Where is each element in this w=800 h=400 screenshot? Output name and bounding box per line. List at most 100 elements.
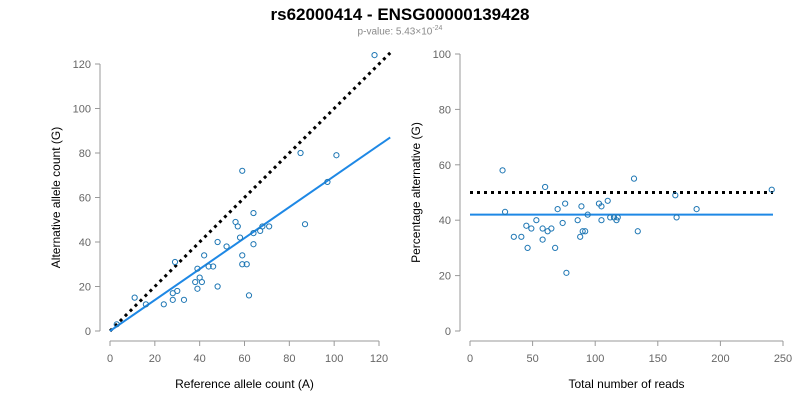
data-point xyxy=(371,52,378,59)
data-point xyxy=(554,206,561,213)
data-point xyxy=(607,214,614,221)
data-point xyxy=(582,228,589,235)
data-point xyxy=(223,243,230,250)
data-point xyxy=(239,261,246,268)
data-point xyxy=(539,225,546,232)
x-tick-label: 0 xyxy=(107,353,113,365)
x-tick-label: 40 xyxy=(194,353,206,365)
data-point xyxy=(548,225,555,232)
data-point xyxy=(245,292,253,299)
data-point xyxy=(205,263,212,270)
x-tick-label: 120 xyxy=(370,353,388,365)
data-point xyxy=(239,252,246,259)
data-point xyxy=(214,238,221,246)
x-tick-label: 100 xyxy=(586,353,604,365)
data-point xyxy=(214,283,221,290)
chart-panel-1: 0 20 40 60 80 100 120 0 20 40 60 80 100 120 Reference … xyxy=(49,51,392,391)
data-point xyxy=(577,233,584,240)
chart-panel-2: 0 50 100 150 200 250 0 20 40 60 80 100 Total number … xyxy=(409,49,792,391)
chart-subtitle: p-value: 5.43×10-24 xyxy=(0,25,800,37)
y-tick-label: 40 xyxy=(439,215,451,227)
data-point xyxy=(142,301,149,308)
data-point xyxy=(604,197,611,204)
data-point xyxy=(539,236,546,243)
data-point xyxy=(584,211,591,218)
data-point xyxy=(523,222,530,229)
x-tick-label: 50 xyxy=(526,353,538,365)
x-tick-label: 20 xyxy=(149,353,161,365)
data-point xyxy=(574,217,581,224)
data-point xyxy=(614,214,621,221)
data-point xyxy=(559,219,566,227)
data-point xyxy=(297,149,304,157)
y-tick-label: 80 xyxy=(79,148,91,160)
y-tick-label: 80 xyxy=(439,104,451,116)
y-axis-title: Alternative allele count (G) xyxy=(49,127,63,268)
data-point xyxy=(501,208,509,215)
data-point xyxy=(673,214,680,221)
data-point xyxy=(194,285,201,292)
data-point xyxy=(533,217,540,224)
reference-line xyxy=(108,51,392,333)
data-point xyxy=(499,167,506,174)
data-point xyxy=(243,261,250,268)
data-point xyxy=(598,203,605,210)
data-point xyxy=(160,301,167,308)
x-tick-label: 0 xyxy=(467,353,473,365)
y-tick-label: 20 xyxy=(439,271,451,283)
data-point xyxy=(518,233,525,240)
x-tick-label: 200 xyxy=(711,353,729,365)
data-point xyxy=(113,321,120,328)
data-point xyxy=(210,263,217,270)
fit-line xyxy=(109,136,391,332)
data-point xyxy=(524,244,531,251)
chart-title: rs62000414 - ENSG00000139428 xyxy=(270,5,530,24)
data-point xyxy=(672,192,679,199)
data-point xyxy=(194,265,201,272)
y-tick-label: 60 xyxy=(439,160,451,172)
data-point xyxy=(250,241,257,248)
data-point xyxy=(333,152,340,159)
data-point xyxy=(201,252,208,259)
data-point xyxy=(131,294,138,301)
data-point xyxy=(598,217,605,224)
y-tick-label: 60 xyxy=(79,193,91,205)
p-value-label: p-value: 5.43×10 xyxy=(357,26,433,38)
data-point xyxy=(169,296,176,303)
data-point xyxy=(250,230,257,237)
data-point xyxy=(236,234,244,241)
x-tick-label: 250 xyxy=(774,353,792,365)
y-axis-title: Percentage alternative (G) xyxy=(409,122,423,263)
data-point xyxy=(180,296,188,303)
data-point xyxy=(259,223,266,230)
data-point xyxy=(301,221,309,228)
data-point xyxy=(528,225,535,232)
data-point xyxy=(234,223,241,230)
data-point xyxy=(562,200,569,207)
data-point xyxy=(239,167,246,174)
data-point xyxy=(630,175,638,182)
y-tick-label: 0 xyxy=(85,326,91,338)
y-tick-label: 100 xyxy=(433,49,451,61)
data-point xyxy=(578,203,585,210)
y-tick-label: 20 xyxy=(79,282,91,294)
x-tick-label: 100 xyxy=(325,353,343,365)
y-tick-label: 100 xyxy=(73,104,91,116)
y-tick-label: 0 xyxy=(445,326,451,338)
data-point xyxy=(192,278,199,286)
x-tick-label: 60 xyxy=(238,353,250,365)
data-point xyxy=(693,206,700,213)
x-tick-label: 150 xyxy=(649,353,667,365)
y-tick-label: 40 xyxy=(79,237,91,249)
data-point xyxy=(250,209,257,217)
x-tick-label: 80 xyxy=(283,353,295,365)
data-point xyxy=(579,228,586,235)
data-point xyxy=(768,186,775,193)
x-axis-title: Total number of reads xyxy=(568,377,684,391)
data-point xyxy=(634,228,641,235)
p-value-exponent: -24 xyxy=(432,25,443,32)
data-point xyxy=(198,278,206,286)
data-point xyxy=(266,223,273,230)
data-point xyxy=(552,244,559,251)
